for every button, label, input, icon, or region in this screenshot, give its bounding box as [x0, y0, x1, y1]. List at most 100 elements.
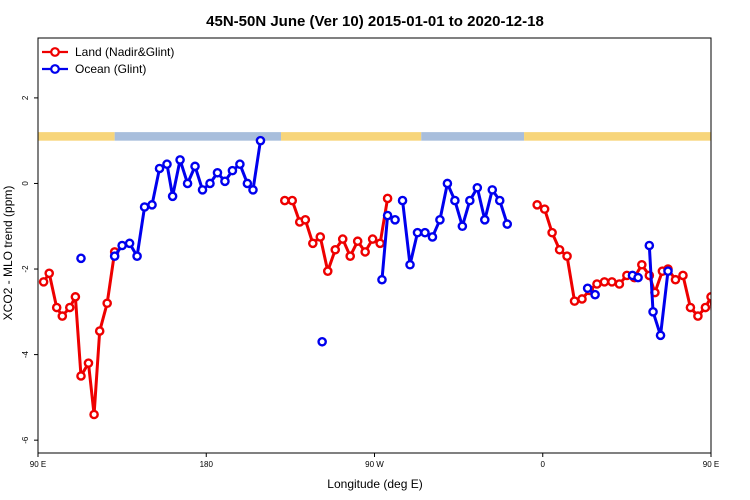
- data-point: [472, 182, 483, 193]
- data-point: [713, 372, 720, 379]
- data-point: [450, 195, 460, 206]
- data-point: [124, 238, 135, 249]
- data-point: [220, 176, 230, 187]
- data-point: [487, 185, 498, 195]
- legend-label-land: Land (Nadir&Glint): [75, 45, 174, 59]
- data-point: [614, 279, 625, 289]
- band-segment-land: [281, 132, 422, 141]
- data-point: [109, 251, 120, 261]
- data-point: [427, 232, 438, 242]
- data-point: [117, 240, 127, 251]
- data-point: [644, 240, 655, 251]
- data-point: [248, 185, 258, 195]
- data-point: [197, 185, 208, 195]
- y-tick-label: -6: [21, 436, 30, 444]
- data-point: [102, 298, 112, 309]
- data-point: [465, 195, 475, 206]
- data-point: [190, 161, 200, 172]
- data-point: [420, 227, 430, 238]
- data-point: [300, 215, 311, 225]
- data-point: [547, 227, 557, 238]
- data-point: [175, 155, 185, 165]
- y-tick-label: 2: [21, 95, 30, 100]
- axes-layer: 90 E 180 90 W 0 90 E -6 -4 -2 0 2: [21, 95, 719, 469]
- data-point: [539, 204, 550, 214]
- data-point: [442, 178, 453, 189]
- data-point: [693, 311, 703, 321]
- data-point: [532, 200, 542, 210]
- data-point: [457, 221, 468, 232]
- data-point: [317, 336, 327, 347]
- data-point: [57, 311, 68, 321]
- data-point: [582, 283, 593, 294]
- legend-label-ocean: Ocean (Glint): [75, 62, 146, 76]
- data-point: [182, 178, 193, 189]
- data-point: [633, 272, 643, 283]
- data-point: [242, 178, 253, 189]
- y-tick-label: -2: [21, 265, 30, 273]
- data-point: [592, 279, 602, 289]
- data-point: [502, 219, 513, 229]
- data-point: [132, 251, 142, 261]
- x-tick-label: 0: [541, 460, 546, 469]
- data-point: [732, 327, 739, 334]
- data-point: [89, 409, 99, 420]
- data-point: [663, 266, 673, 276]
- data-point: [706, 292, 711, 302]
- data-point: [94, 326, 105, 336]
- legend-marker-ocean: [50, 64, 60, 74]
- data-point: [205, 178, 215, 189]
- series-land: [38, 193, 746, 420]
- band-segment-land: [38, 132, 115, 141]
- data-point: [700, 302, 711, 313]
- data-point: [139, 202, 150, 212]
- series-layer: [38, 135, 746, 420]
- data-point: [352, 236, 363, 247]
- data-point: [279, 195, 290, 206]
- data-point: [315, 232, 326, 242]
- data-point: [713, 255, 720, 262]
- data-point: [76, 371, 86, 381]
- series-line: [647, 245, 670, 337]
- data-point: [405, 259, 415, 270]
- data-point: [648, 307, 658, 317]
- data-point: [154, 163, 165, 174]
- data-point: [162, 159, 172, 170]
- data-point: [227, 165, 238, 176]
- data-point: [308, 238, 318, 249]
- series-line: [536, 203, 711, 319]
- band-segment-ocean: [114, 132, 282, 141]
- band-segment-land: [524, 132, 711, 141]
- legend: Land (Nadir&Glint) Ocean (Glint): [42, 45, 174, 76]
- data-point: [212, 167, 223, 178]
- y-axis-label: XCO2 - MLO trend (ppm): [1, 186, 15, 321]
- data-point: [479, 215, 490, 225]
- data-point: [590, 289, 600, 300]
- data-point: [255, 135, 266, 146]
- data-point: [562, 251, 572, 261]
- legend-marker-land: [50, 47, 60, 57]
- data-point: [739, 300, 746, 307]
- data-point: [70, 292, 81, 302]
- land-ocean-band: [38, 132, 711, 141]
- series-line: [401, 181, 509, 267]
- series-line: [113, 140, 262, 258]
- data-point: [494, 195, 505, 206]
- data-point: [678, 270, 688, 281]
- data-point: [51, 302, 62, 313]
- data-point: [44, 268, 55, 279]
- band-segment-ocean: [421, 132, 525, 141]
- x-tick-label: 90 W: [365, 460, 384, 469]
- data-point: [76, 253, 86, 264]
- data-point: [726, 411, 733, 418]
- data-point: [167, 191, 178, 202]
- data-point: [554, 244, 565, 255]
- data-point: [569, 296, 580, 306]
- data-point: [147, 200, 157, 210]
- data-point: [337, 234, 348, 244]
- y-tick-label: 0: [21, 181, 30, 186]
- data-point: [382, 210, 393, 221]
- data-point: [330, 244, 341, 255]
- data-point: [83, 358, 94, 368]
